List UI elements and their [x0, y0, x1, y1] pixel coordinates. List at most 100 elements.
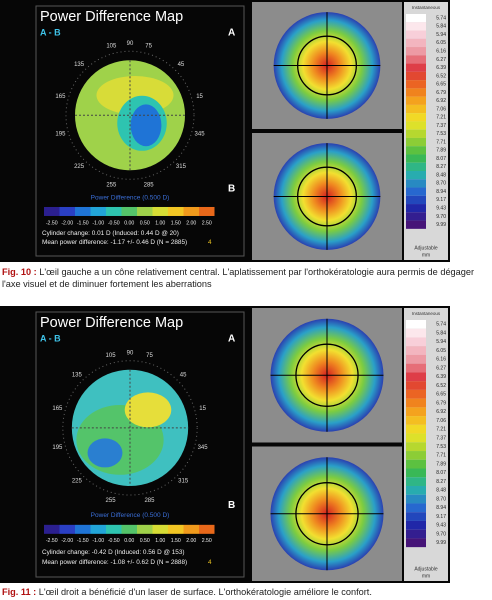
legend-swatch	[406, 320, 426, 329]
legend-value: 6.65	[436, 392, 446, 398]
scale-cell	[106, 206, 122, 216]
legend-swatch	[406, 63, 426, 72]
label-a: A	[228, 28, 235, 39]
legend-swatch	[406, 416, 426, 425]
legend-value: 9.70	[436, 531, 446, 537]
legend-value: 6.27	[436, 365, 446, 371]
legend-swatch	[406, 121, 426, 130]
scale-label: 0.50	[140, 220, 150, 226]
legend-value: 6.52	[436, 73, 446, 79]
angle-label: 315	[176, 164, 187, 170]
angle-label: 90	[127, 350, 134, 356]
scale-cell	[199, 524, 215, 534]
legend-value: 6.16	[436, 49, 446, 55]
legend-value: 6.52	[436, 383, 446, 389]
angle-label: 165	[52, 406, 63, 412]
legend-swatch	[406, 442, 426, 452]
legend-value: 7.89	[436, 148, 446, 154]
legend-swatch	[406, 328, 426, 338]
legend-value: 7.06	[436, 106, 446, 112]
legend-swatch	[406, 195, 426, 205]
label-b: B	[228, 500, 235, 511]
legend-swatch	[406, 451, 426, 460]
legend-swatch	[406, 80, 426, 89]
legend-swatch	[406, 154, 426, 163]
legend-value: 8.07	[436, 156, 446, 162]
angle-label: 315	[178, 479, 189, 485]
marker: 4	[208, 559, 212, 566]
legend-swatch	[406, 529, 426, 539]
legend-value: 7.53	[436, 444, 446, 450]
angle-label: 45	[178, 62, 185, 68]
legend-swatch	[406, 407, 426, 417]
figure: Power Difference Map A - B A B 135 105 90 75 45 1…	[0, 306, 450, 583]
caption-label: Fig. 10 :	[2, 267, 37, 277]
angle-label: 15	[199, 406, 206, 412]
legend-value: 7.89	[436, 461, 446, 467]
legend-value: 8.94	[436, 505, 446, 511]
legend-swatch	[406, 512, 426, 521]
scale-label: 1.50	[171, 220, 181, 226]
scale-label: 1.50	[171, 538, 181, 544]
angle-label: 15	[196, 94, 203, 100]
scale-label: -0.50	[108, 538, 120, 544]
angle-label: 285	[144, 498, 155, 504]
legend-swatch	[406, 372, 426, 382]
scale-cell	[90, 524, 106, 534]
legend-swatch	[406, 389, 426, 399]
angle-label: 45	[180, 372, 187, 378]
legend-swatch	[406, 55, 426, 64]
legend-value: 8.48	[436, 172, 446, 178]
scale-label: -1.00	[92, 220, 104, 226]
legend-swatch	[406, 96, 426, 105]
legend-value: 6.39	[436, 374, 446, 380]
legend-value: 7.06	[436, 418, 446, 424]
legend-swatch	[406, 38, 426, 48]
legend-value: 9.70	[436, 214, 446, 220]
scale-cell	[59, 206, 75, 216]
legend-swatch	[406, 503, 426, 513]
legend-swatch	[406, 398, 426, 408]
legend-swatch	[406, 354, 426, 364]
legend-swatch	[406, 494, 426, 504]
scale-label: 1.00	[155, 220, 165, 226]
legend-swatch	[406, 212, 426, 221]
legend-swatch	[406, 162, 426, 171]
scale-label: -2.00	[61, 538, 73, 544]
angle-label: 195	[52, 445, 63, 451]
scale-cell	[44, 524, 60, 534]
legend-value: 9.43	[436, 523, 446, 529]
legend-swatch	[406, 346, 426, 355]
map-zone	[124, 392, 172, 428]
legend-value: 7.71	[436, 139, 446, 145]
angle-label: 225	[74, 164, 85, 170]
legend-value: 7.21	[436, 427, 446, 433]
angle-label: 75	[146, 353, 153, 359]
legend-swatch	[406, 170, 426, 180]
angle-label: 105	[106, 353, 117, 359]
scale-label: 2.50	[202, 538, 212, 544]
legend-value: 9.99	[436, 222, 446, 228]
scale-label: -1.00	[92, 538, 104, 544]
marker: 4	[208, 239, 212, 246]
legend-value: 6.05	[436, 40, 446, 46]
legend-value: 7.21	[436, 115, 446, 121]
legend-swatch	[406, 113, 426, 122]
legend-swatch	[406, 30, 426, 39]
legend-swatch	[406, 220, 426, 229]
mean-text: Mean power difference: -1.17 +/- 0.46 D …	[42, 239, 187, 246]
legend-value: 7.53	[436, 131, 446, 137]
map-zone	[130, 104, 162, 147]
map-subtitle: A - B	[40, 27, 61, 37]
scale-cell	[199, 206, 215, 216]
scale-cell	[152, 206, 168, 216]
legend-swatch	[406, 187, 426, 196]
scale-label: -2.50	[46, 538, 58, 544]
angle-label: 345	[195, 131, 206, 137]
scale-label: 0.00	[124, 538, 134, 544]
legend-value: 5.94	[436, 32, 446, 38]
cylinder-text: Cylinder change: -0.42 D (Induced: 0.56 …	[42, 549, 185, 556]
legend-swatch	[406, 204, 426, 213]
map-title: Power Difference Map	[40, 315, 183, 331]
angle-label: 345	[198, 445, 209, 451]
